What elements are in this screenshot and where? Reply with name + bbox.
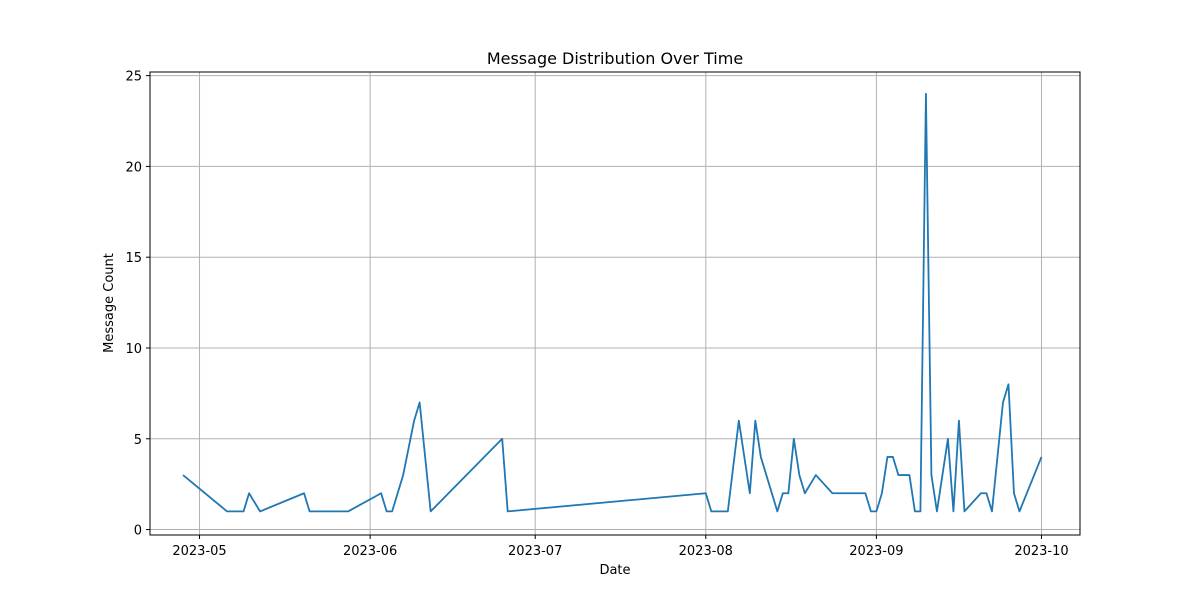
x-tick-label: 2023-09	[849, 544, 903, 559]
y-tick-label: 20	[125, 160, 142, 175]
x-tick-label: 2023-05	[172, 544, 226, 559]
x-axis-label: Date	[599, 563, 630, 578]
series-layer	[182, 92, 1043, 513]
axis-ticks: 2023-05 2023-06 2023-07 2023-08 2023-09 2023-…	[125, 70, 1068, 559]
x-tick-label: 2023-06	[343, 544, 397, 559]
plot-frame	[149, 71, 1081, 536]
y-tick-label: 25	[125, 70, 142, 85]
y-tick-label: 5	[134, 433, 142, 448]
y-tick-label: 10	[125, 342, 142, 357]
x-tick-label: 2023-08	[679, 544, 733, 559]
chart-title: Message Distribution Over Time	[487, 49, 743, 68]
y-axis-label: Message Count	[102, 253, 117, 353]
x-tick-label: 2023-10	[1014, 544, 1068, 559]
series-line	[182, 92, 1043, 513]
y-tick-label: 15	[125, 251, 142, 266]
x-tick-label: 2023-07	[508, 544, 562, 559]
y-tick-label: 0	[134, 524, 142, 539]
